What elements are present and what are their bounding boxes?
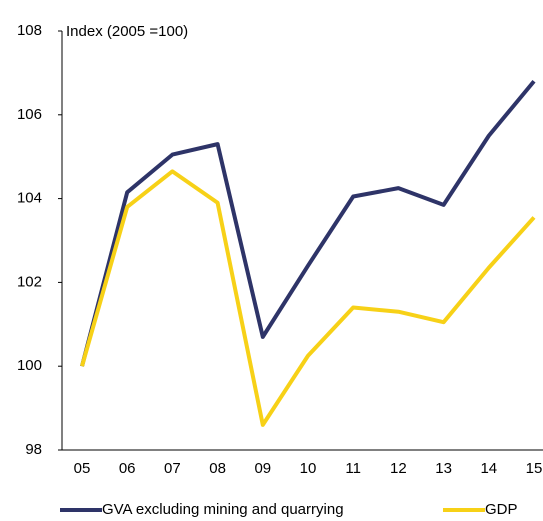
x-tick-label: 14 <box>480 460 497 477</box>
x-tick-label: 05 <box>74 460 91 477</box>
x-tick-label: 10 <box>300 460 317 477</box>
x-tick-label: 06 <box>119 460 136 477</box>
legend-label: GDP <box>485 501 518 518</box>
y-axis-label: Index (2005 =100) <box>66 23 188 40</box>
x-tick-label: 15 <box>526 460 543 477</box>
y-tick-label: 102 <box>17 273 42 290</box>
x-tick-label: 13 <box>435 460 452 477</box>
x-tick-label: 12 <box>390 460 407 477</box>
y-tick-label: 98 <box>25 441 42 458</box>
series-line <box>80 169 536 427</box>
x-tick-label: 11 <box>345 460 361 477</box>
x-tick-label: 07 <box>164 460 181 477</box>
x-tick-label: 08 <box>209 460 226 477</box>
x-tick-label: 09 <box>254 460 271 477</box>
y-tick-label: 106 <box>17 106 42 123</box>
legend-label: GVA excluding mining and quarrying <box>102 501 344 518</box>
y-tick-label: 100 <box>17 357 42 374</box>
y-tick-label: 104 <box>17 190 42 207</box>
y-tick-label: 108 <box>17 22 42 39</box>
series-line <box>80 80 536 367</box>
